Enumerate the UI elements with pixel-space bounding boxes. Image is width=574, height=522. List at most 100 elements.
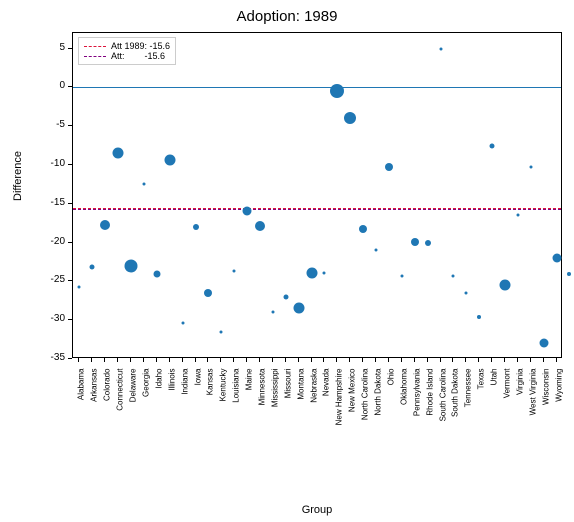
ytick-label: -10 — [25, 158, 65, 169]
xtick-mark — [517, 358, 518, 362]
scatter-point — [552, 254, 561, 263]
xtick-label: West Virginia — [528, 369, 537, 489]
scatter-point — [181, 321, 184, 324]
xtick-label: Kansas — [206, 369, 215, 489]
xtick-mark — [543, 358, 544, 362]
xtick-mark — [246, 358, 247, 362]
scatter-point — [400, 274, 403, 277]
xtick-mark — [182, 358, 183, 362]
scatter-point — [271, 310, 274, 313]
xtick-mark — [91, 358, 92, 362]
xtick-mark — [452, 358, 453, 362]
xtick-label: Delaware — [129, 369, 138, 489]
xtick-mark — [401, 358, 402, 362]
ytick-mark — [68, 203, 72, 204]
ytick-label: -5 — [25, 119, 65, 130]
xtick-label: Nevada — [322, 369, 331, 489]
scatter-point — [330, 84, 344, 98]
ytick-label: -35 — [25, 352, 65, 363]
scatter-point — [243, 206, 252, 215]
ytick-label: 0 — [25, 80, 65, 91]
scatter-point — [516, 214, 519, 217]
legend-label: Att: -15.6 — [111, 51, 165, 61]
xtick-mark — [440, 358, 441, 362]
scatter-point — [567, 272, 571, 276]
xtick-label: Virginia — [515, 369, 524, 489]
ytick-mark — [68, 242, 72, 243]
zero-line — [73, 87, 561, 88]
xtick-mark — [491, 358, 492, 362]
xtick-label: Wyoming — [554, 369, 563, 489]
scatter-point — [306, 267, 317, 278]
xtick-label: Texas — [477, 369, 486, 489]
xtick-label: New Hampshire — [335, 369, 344, 489]
scatter-point — [323, 271, 326, 274]
xtick-label: Indiana — [180, 369, 189, 489]
xtick-mark — [414, 358, 415, 362]
scatter-point — [385, 163, 393, 171]
xtick-label: Missouri — [283, 369, 292, 489]
xtick-label: Arkansas — [90, 369, 99, 489]
scatter-point — [142, 183, 145, 186]
xtick-label: New Mexico — [348, 369, 357, 489]
ytick-mark — [68, 48, 72, 49]
xtick-mark — [195, 358, 196, 362]
xtick-label: Illinois — [167, 369, 176, 489]
xtick-label: Utah — [490, 369, 499, 489]
chart-container: Adoption: 1989 Att 1989: -15.6Att: -15.6… — [0, 0, 574, 522]
xtick-label: Georgia — [141, 369, 150, 489]
xtick-mark — [207, 358, 208, 362]
xtick-mark — [388, 358, 389, 362]
xtick-mark — [156, 358, 157, 362]
ytick-mark — [68, 319, 72, 320]
xtick-label: Montana — [296, 369, 305, 489]
ytick-mark — [68, 358, 72, 359]
xtick-mark — [298, 358, 299, 362]
xtick-mark — [323, 358, 324, 362]
xtick-mark — [556, 358, 557, 362]
xtick-label: South Carolina — [438, 369, 447, 489]
xtick-mark — [311, 358, 312, 362]
scatter-point — [344, 112, 356, 124]
ytick-mark — [68, 86, 72, 87]
xtick-label: Colorado — [103, 369, 112, 489]
scatter-point — [499, 280, 510, 291]
scatter-point — [452, 274, 455, 277]
scatter-point — [113, 148, 124, 159]
scatter-point — [359, 225, 367, 233]
xtick-mark — [349, 358, 350, 362]
xtick-label: Pennsylvania — [412, 369, 421, 489]
xtick-label: Kentucky — [219, 369, 228, 489]
ytick-label: -15 — [25, 197, 65, 208]
legend: Att 1989: -15.6Att: -15.6 — [78, 37, 176, 65]
scatter-point — [375, 249, 378, 252]
ytick-label: -25 — [25, 274, 65, 285]
scatter-point — [204, 289, 212, 297]
scatter-point — [425, 240, 431, 246]
xtick-label: North Dakota — [374, 369, 383, 489]
scatter-point — [490, 143, 495, 148]
scatter-point — [283, 294, 288, 299]
xtick-mark — [143, 358, 144, 362]
xtick-mark — [504, 358, 505, 362]
scatter-point — [255, 221, 265, 231]
plot-area: Att 1989: -15.6Att: -15.6 — [72, 32, 562, 358]
scatter-point — [539, 339, 548, 348]
scatter-point — [220, 330, 223, 333]
xtick-mark — [220, 358, 221, 362]
scatter-point — [465, 292, 468, 295]
xtick-mark — [285, 358, 286, 362]
ref-line — [73, 209, 561, 210]
y-axis-label: Difference — [12, 185, 24, 201]
legend-row: Att 1989: -15.6 — [84, 41, 170, 51]
ytick-mark — [68, 125, 72, 126]
ytick-label: -20 — [25, 236, 65, 247]
xtick-label: Wisconsin — [541, 369, 550, 489]
scatter-point — [233, 270, 236, 273]
xtick-mark — [130, 358, 131, 362]
scatter-point — [125, 259, 138, 272]
xtick-mark — [362, 358, 363, 362]
xtick-label: Mississippi — [270, 369, 279, 489]
xtick-mark — [169, 358, 170, 362]
xtick-mark — [272, 358, 273, 362]
